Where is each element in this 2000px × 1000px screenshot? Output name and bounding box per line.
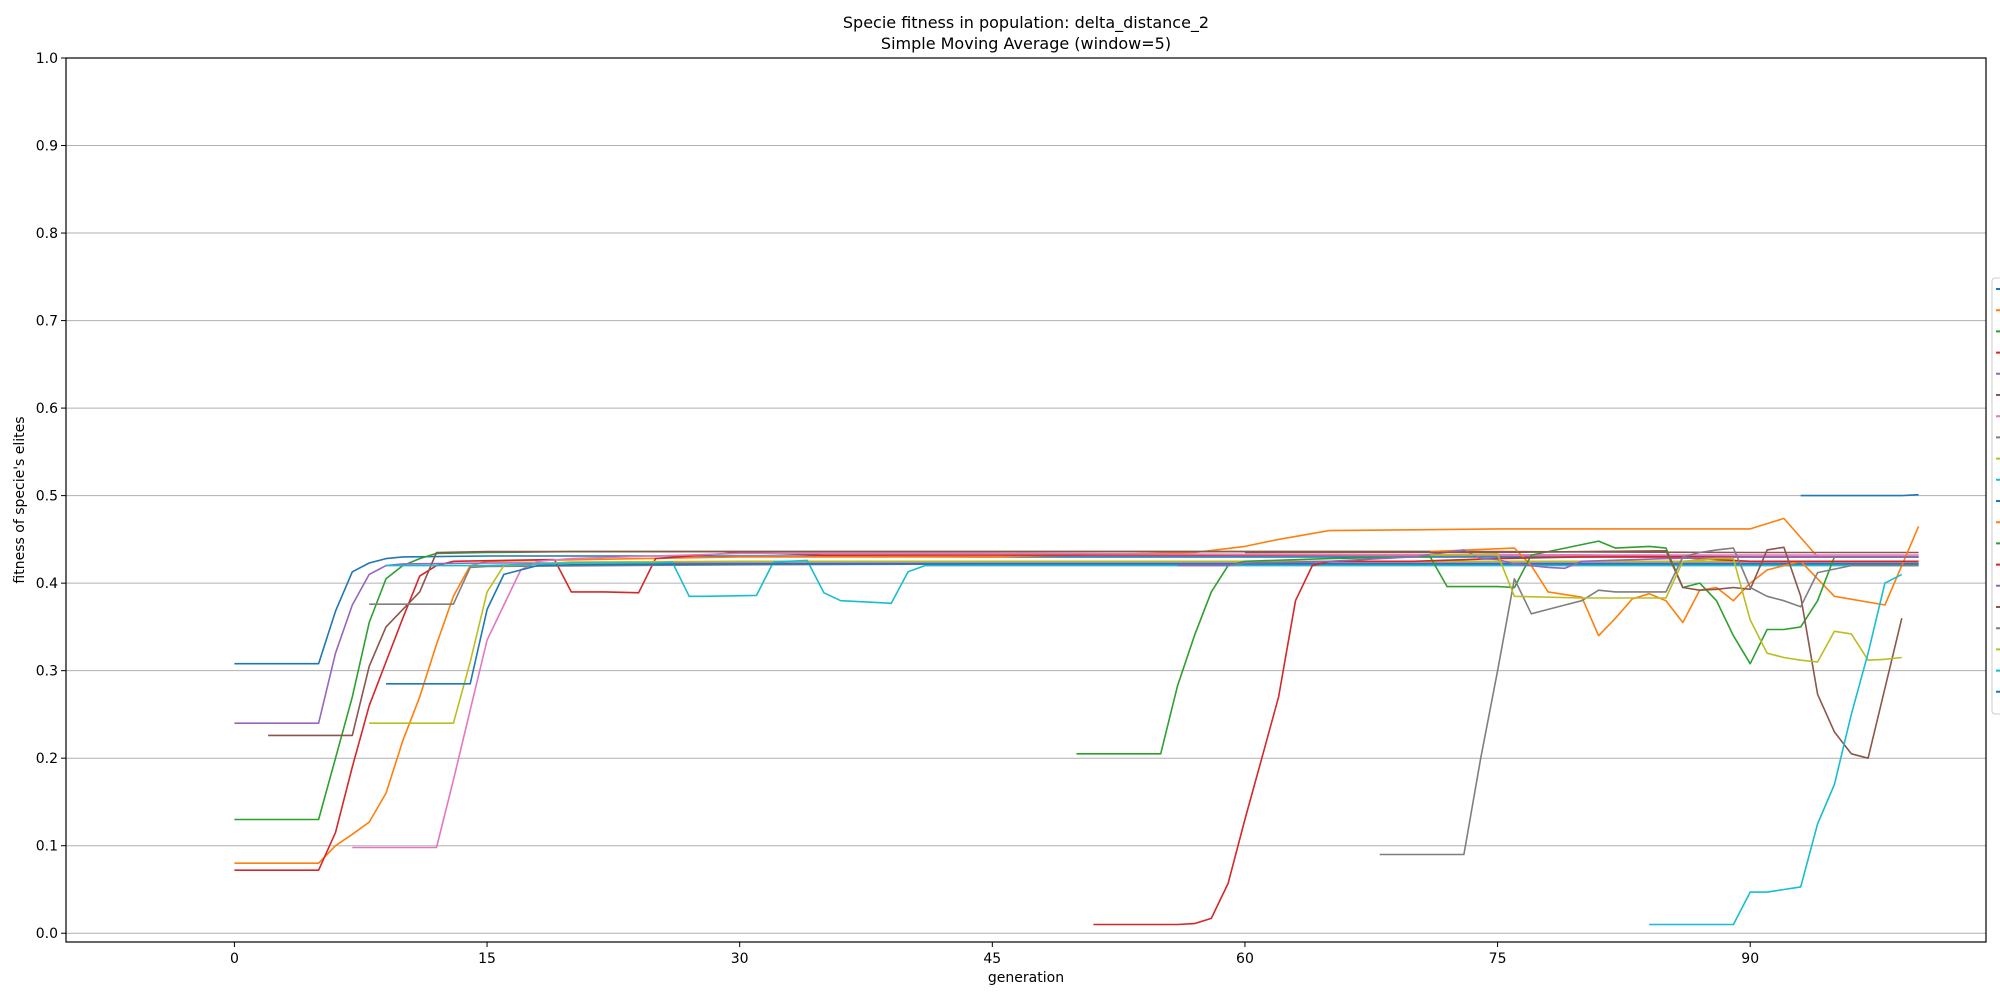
series-line-5 [234, 562, 1919, 724]
series-line-9 [369, 560, 1919, 724]
series-line-8 [369, 563, 1919, 605]
series-line-16 [1244, 546, 1903, 759]
series-line-15 [1177, 549, 1919, 570]
y-gridlines [66, 57, 1986, 934]
series-line-19 [1649, 573, 1903, 926]
series-line-17 [1379, 547, 1919, 856]
x-tick-label: 90 [1741, 951, 1759, 967]
y-tick-label: 1.0 [36, 51, 58, 67]
y-tick-label: 0.1 [36, 839, 58, 855]
x-axis-ticks: 0 15 30 45 60 75 90 [230, 942, 1759, 967]
series-lines [234, 493, 1920, 926]
x-tick-label: 15 [478, 951, 496, 967]
y-tick-label: 0.8 [36, 226, 58, 242]
series-line-20 [1800, 493, 1919, 497]
series-line-7 [352, 552, 1919, 849]
y-tick-label: 0.5 [36, 489, 58, 505]
series-line-1 [234, 555, 1919, 665]
series-line-13 [1076, 540, 1919, 755]
x-tick-label: 0 [230, 951, 239, 967]
chart-subtitle-text: Simple Moving Average (window=5) [881, 34, 1171, 53]
legend-box [1991, 277, 2000, 715]
y-tick-label: 0.4 [36, 576, 58, 592]
y-tick-label: 0.3 [36, 664, 58, 680]
legend [1991, 277, 2000, 715]
series-line-11 [386, 563, 1919, 685]
series-line-2 [234, 517, 1819, 864]
chart-title: Specie fitness in population: delta_dist… [843, 13, 1209, 53]
x-tick-label: 30 [731, 951, 749, 967]
plot-area-frame [65, 57, 1987, 943]
y-axis-label: fitness of specie's elites [12, 416, 28, 583]
y-tick-label: 0.0 [36, 926, 58, 942]
series-line-12 [1430, 525, 1920, 637]
series-line-14 [1093, 556, 1919, 926]
chart-title-text: Specie fitness in population: delta_dist… [843, 13, 1209, 33]
x-tick-label: 60 [1236, 951, 1254, 967]
y-tick-label: 0.6 [36, 401, 58, 417]
y-axis-ticks: 0.0 0.1 0.2 0.3 0.4 0.5 0.6 0.7 0.8 0.9 1.0 [36, 51, 66, 942]
x-tick-label: 45 [983, 951, 1001, 967]
series-line-18 [1430, 553, 1902, 663]
y-tick-label: 0.2 [36, 751, 58, 767]
y-tick-label: 0.7 [36, 314, 58, 330]
y-tick-label: 0.9 [36, 139, 58, 155]
x-tick-label: 75 [1489, 951, 1507, 967]
x-axis-label: generation [988, 970, 1064, 986]
series-line-10 [386, 559, 1919, 605]
